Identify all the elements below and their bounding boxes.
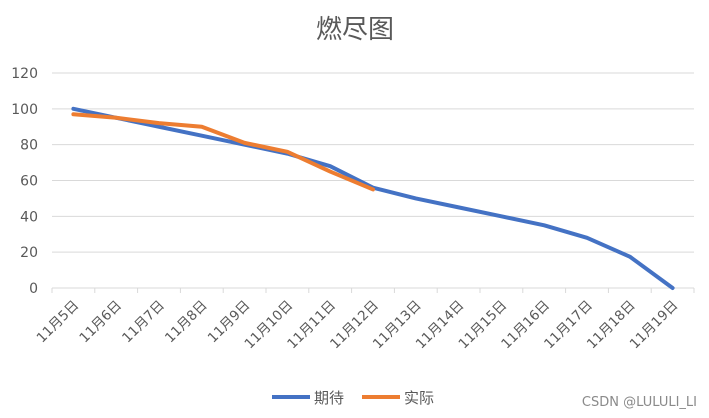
series-lines xyxy=(71,106,675,290)
y-tick-label: 20 xyxy=(20,245,38,261)
y-tick-label: 120 xyxy=(11,66,38,82)
y-tick-label: 0 xyxy=(29,281,38,297)
series-line-0 xyxy=(71,106,675,290)
legend: 期待 实际 xyxy=(272,389,434,407)
legend-label-0: 期待 xyxy=(314,389,344,407)
series-line-1 xyxy=(71,112,375,192)
y-tick-label: 80 xyxy=(20,138,38,154)
y-tick-label: 100 xyxy=(11,102,38,118)
y-tick-label: 40 xyxy=(20,209,38,225)
y-tick-label: 60 xyxy=(20,174,38,190)
grid-lines xyxy=(52,72,694,289)
legend-label-1: 实际 xyxy=(404,389,434,407)
x-tick-label: 11月8日 xyxy=(162,298,211,347)
x-tick-label: 11月5日 xyxy=(34,298,83,347)
x-tick-label: 11月7日 xyxy=(119,298,168,347)
x-axis-ticks: 11月5日11月6日11月7日11月8日11月9日11月10日11月11日11月… xyxy=(34,288,695,352)
chart-title: 燃尽图 xyxy=(316,15,394,45)
x-tick-label: 11月6日 xyxy=(76,298,125,347)
y-axis-ticks: 0 20 40 60 80 100 120 xyxy=(11,66,38,297)
watermark: CSDN @LULULI_LI xyxy=(581,395,697,410)
